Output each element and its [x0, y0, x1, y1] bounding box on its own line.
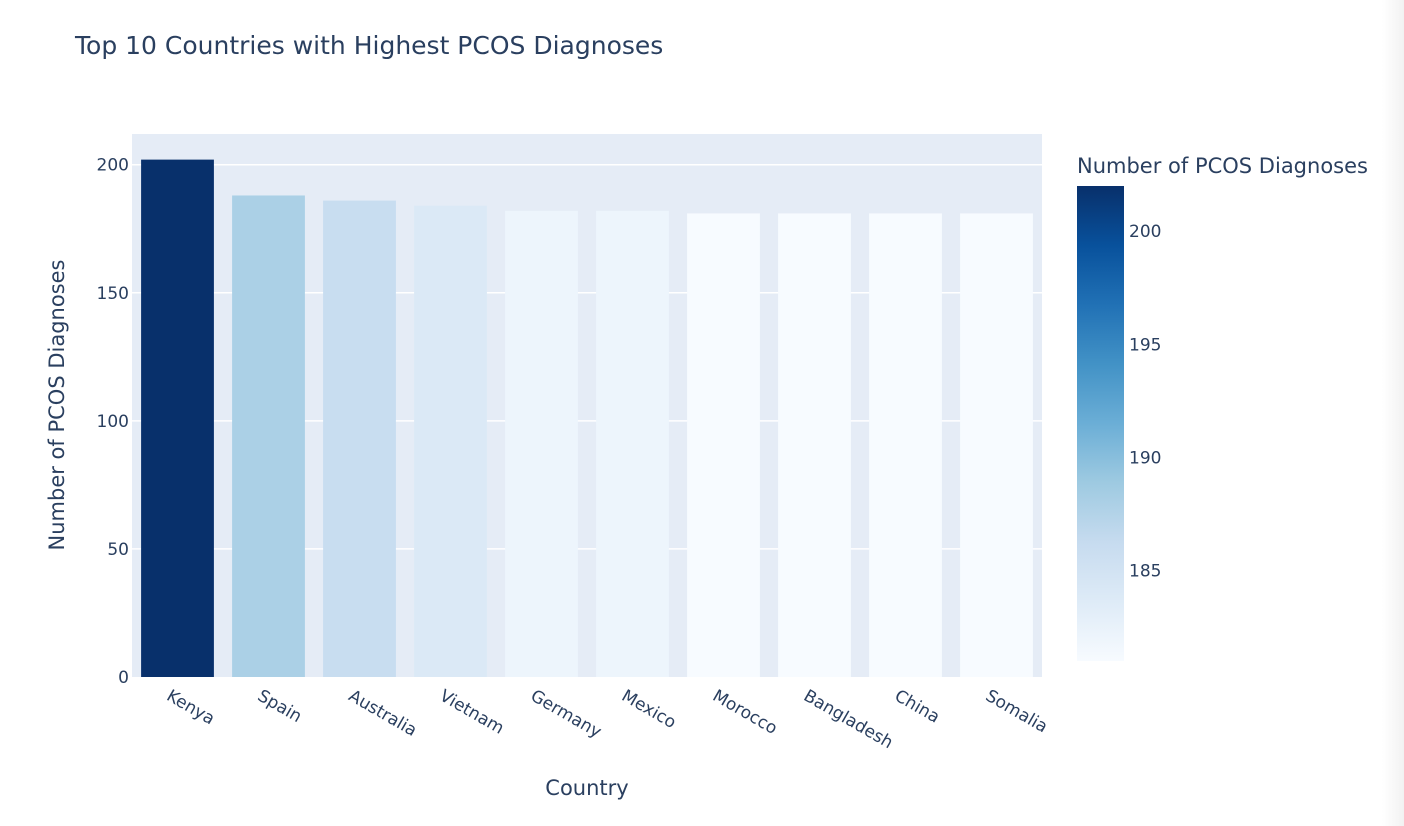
x-tick-label: Germany [527, 686, 605, 742]
bar-mexico[interactable] [596, 210, 669, 677]
scrollbar-edge[interactable] [1382, 0, 1404, 826]
bar-kenya[interactable] [141, 159, 214, 677]
x-axis-ticks: Kenya Spain Australia Vietnam Germany Mexico M… [163, 686, 1051, 753]
y-tick-label: 200 [97, 156, 129, 176]
x-tick-label: Kenya [163, 686, 218, 729]
x-axis-title: Country [545, 776, 628, 800]
bar-bangladesh[interactable] [778, 213, 851, 677]
colorbar-tick-label: 190 [1129, 448, 1161, 468]
colorbar-ticks: 185 190 195 200 [1129, 222, 1161, 581]
colorbar-tick-label: 185 [1129, 562, 1161, 582]
y-tick-label: 50 [107, 540, 129, 560]
y-tick-label: 100 [97, 412, 129, 432]
colorbar-title: Number of PCOS Diagnoses [1077, 154, 1368, 178]
y-axis-ticks: 0 50 100 150 200 [97, 156, 129, 688]
bar-germany[interactable] [505, 210, 578, 677]
x-tick-label: Mexico [618, 686, 679, 733]
x-tick-label: Morocco [709, 686, 781, 739]
x-tick-label: China [891, 686, 943, 728]
bar-china[interactable] [869, 213, 942, 677]
y-tick-label: 150 [97, 284, 129, 304]
bars [141, 159, 1033, 678]
y-axis-title: Number of PCOS Diagnoses [45, 260, 69, 551]
chart-title: Top 10 Countries with Highest PCOS Diagn… [74, 31, 663, 60]
x-tick-label: Vietnam [436, 686, 507, 739]
bar-vietnam[interactable] [414, 205, 487, 677]
x-tick-label: Bangladesh [800, 686, 896, 753]
x-tick-label: Somalia [982, 686, 1051, 737]
x-tick-label: Spain [254, 686, 305, 727]
colorbar-tick-label: 195 [1129, 335, 1161, 355]
colorbar [1077, 186, 1124, 661]
bar-morocco[interactable] [687, 213, 760, 677]
bar-spain[interactable] [232, 195, 305, 678]
x-tick-label: Australia [345, 686, 420, 741]
colorbar-tick-label: 200 [1129, 222, 1161, 242]
bar-australia[interactable] [323, 200, 396, 677]
bar-somalia[interactable] [960, 213, 1033, 677]
y-tick-label: 0 [118, 668, 129, 688]
